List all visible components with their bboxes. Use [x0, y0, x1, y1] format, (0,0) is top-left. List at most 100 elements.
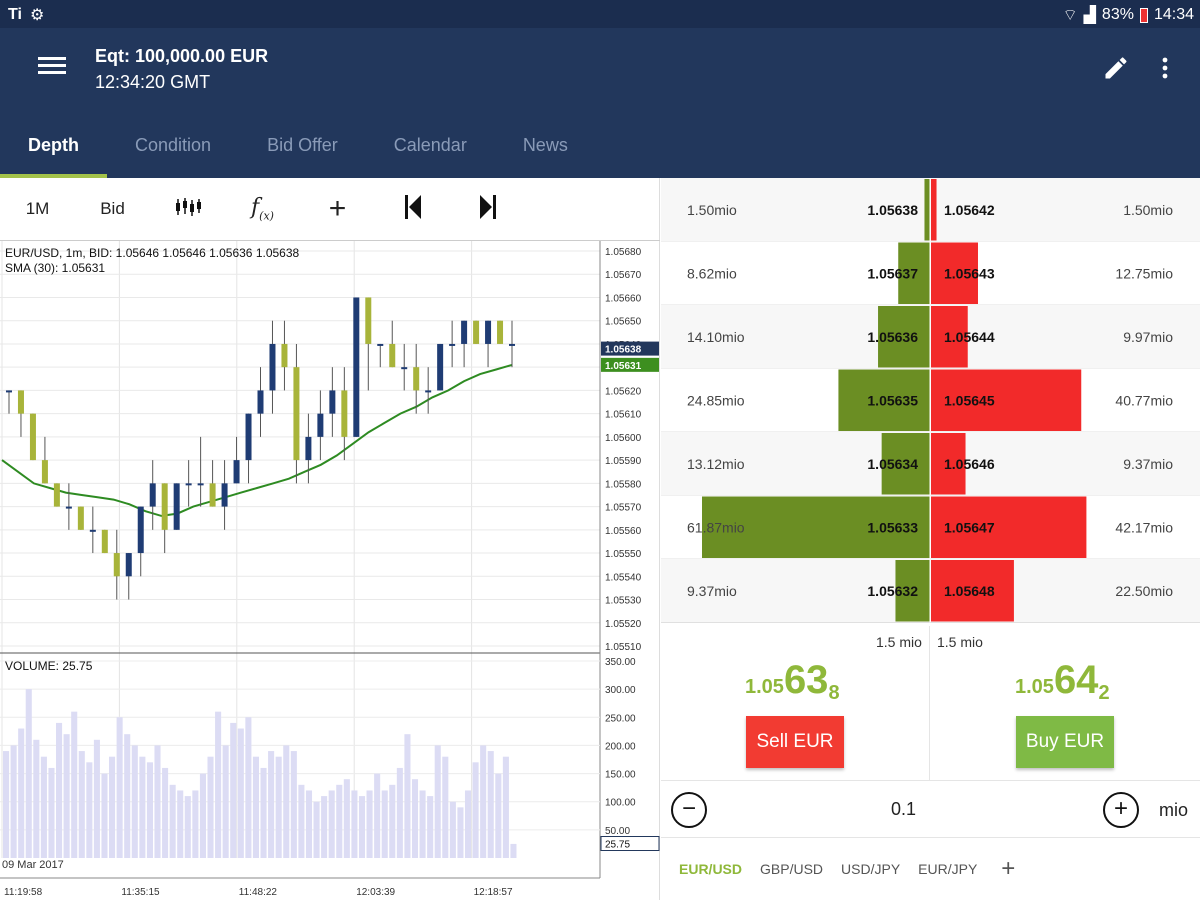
- volume-bar: [33, 739, 40, 858]
- ask-qty: 42.17mio: [1115, 519, 1173, 535]
- pair-eurjpy[interactable]: EUR/JPY: [918, 861, 978, 877]
- battery-label: 83%: [1101, 6, 1134, 23]
- candle: [161, 483, 168, 554]
- time-tick-label: 11:48:22: [239, 887, 278, 898]
- bid-qty: 9.37mio: [687, 583, 737, 599]
- volume-current-tag: [600, 836, 660, 852]
- volume-bar: [207, 756, 214, 858]
- menu-icon[interactable]: [38, 54, 66, 78]
- volume-bar: [139, 756, 146, 858]
- tab-news[interactable]: News: [522, 134, 568, 155]
- volume-bar: [131, 745, 138, 858]
- candle: [233, 436, 240, 484]
- price-type-button[interactable]: Bid: [100, 199, 125, 218]
- bid-qty: 24.85mio: [687, 392, 745, 408]
- price-tick-label: 1.05570: [605, 503, 642, 514]
- tab-condition[interactable]: Condition: [135, 134, 212, 155]
- candle: [497, 320, 504, 344]
- equity-label: Eqt: 100,000.00 EUR: [95, 46, 269, 66]
- candle: [389, 320, 396, 368]
- volume-bar: [154, 745, 161, 858]
- timeframe-button[interactable]: 1M: [25, 199, 50, 218]
- carrier-label: Ti: [8, 6, 22, 23]
- volume-bar: [215, 711, 222, 858]
- more-vert-icon[interactable]: [1160, 54, 1170, 82]
- sell-button[interactable]: Sell EUR: [746, 716, 844, 768]
- candle: [449, 320, 456, 368]
- sell-price-tiny: 8: [828, 682, 840, 704]
- volume-bar: [169, 784, 176, 858]
- tab-depth[interactable]: Depth: [0, 112, 107, 178]
- pair-usdjpy[interactable]: USD/JPY: [841, 861, 901, 877]
- ask-bar: [931, 179, 937, 241]
- volume-bar: [464, 790, 472, 858]
- candle: [245, 413, 252, 484]
- edit-icon[interactable]: [1102, 54, 1130, 82]
- time-tick-label: 12:18:57: [474, 887, 513, 898]
- ask-bar: [931, 496, 1087, 558]
- status-bar: Ti ⚙ ⌔ ▟ 83% 14:34: [0, 0, 1200, 28]
- volume-bar: [260, 767, 267, 858]
- candle: [341, 367, 348, 461]
- tab-bid-offer[interactable]: Bid Offer: [267, 134, 338, 155]
- candle: [173, 483, 180, 530]
- sell-price-big: 63: [783, 658, 829, 702]
- ask-price: 1.05645: [944, 392, 995, 408]
- minus-icon[interactable]: −: [671, 792, 707, 828]
- volume-bar: [389, 784, 396, 858]
- volume-bars: [3, 689, 517, 858]
- volume-bar: [502, 756, 509, 858]
- candle: [41, 436, 48, 484]
- candle: [149, 460, 156, 530]
- jump-start-icon[interactable]: [375, 194, 450, 225]
- volume-bar: [192, 790, 199, 858]
- candle: [269, 320, 276, 414]
- crosshair-icon[interactable]: +: [328, 192, 347, 225]
- depth-ladder: 1.50mio 1.05638 1.05642 1.50mio 8.62mio 1.056…: [661, 178, 1200, 623]
- buy-button[interactable]: Buy EUR: [1016, 716, 1114, 768]
- bid-qty: 13.12mio: [687, 456, 745, 472]
- time-tick-label: 11:35:15: [121, 887, 160, 898]
- candle: [485, 320, 492, 368]
- plus-icon[interactable]: +: [1103, 792, 1139, 828]
- candlestick-icon[interactable]: [150, 197, 225, 222]
- candles: [5, 297, 516, 600]
- bid-bar: [702, 496, 930, 558]
- server-time: 12:34:20 GMT: [95, 72, 211, 92]
- volume-bar: [343, 779, 350, 858]
- time-tick-label: 11:19:58: [4, 887, 43, 898]
- ask-qty: 40.77mio: [1115, 392, 1173, 408]
- volume-bar: [93, 739, 100, 858]
- volume-tick-label: 200.00: [605, 741, 636, 752]
- pair-gbpusd[interactable]: GBP/USD: [760, 861, 824, 877]
- price-tick-label: 1.05670: [605, 270, 642, 281]
- quantity-value[interactable]: 0.1: [891, 799, 917, 819]
- ask-bar: [931, 369, 1082, 431]
- candle: [65, 483, 72, 530]
- function-icon[interactable]: f(x): [251, 195, 274, 223]
- add-pair-icon[interactable]: +: [1001, 855, 1016, 882]
- candle: [185, 460, 192, 507]
- price-tick-label: 1.05560: [605, 526, 642, 537]
- volume-bar: [56, 722, 63, 858]
- tab-calendar[interactable]: Calendar: [393, 134, 467, 155]
- price-tick-label: 1.05550: [605, 549, 642, 560]
- price-tag: [601, 357, 659, 372]
- price-tick-label: 1.05680: [605, 247, 642, 258]
- candle: [473, 320, 480, 344]
- app-bar: Eqt: 100,000.00 EUR 12:34:20 GMT Depth C…: [0, 28, 1200, 178]
- volume-bar: [442, 756, 449, 858]
- ask-qty: 22.50mio: [1115, 583, 1173, 599]
- volume-bar: [351, 790, 358, 858]
- volume-bar: [487, 751, 494, 858]
- ask-price: 1.05643: [944, 265, 995, 281]
- jump-end-icon[interactable]: [450, 194, 525, 225]
- volume-bar: [222, 745, 229, 858]
- pair-eurusd[interactable]: EUR/USD: [679, 861, 743, 877]
- price-tag-label: 1.05631: [605, 361, 642, 372]
- volume-bar: [283, 745, 290, 858]
- bid-price: 1.05634: [867, 456, 918, 472]
- candle: [113, 529, 120, 600]
- price-chart[interactable]: 1.056801.056701.056601.056501.056401.056…: [0, 241, 660, 900]
- depth-pane: 1.50mio 1.05638 1.05642 1.50mio 8.62mio 1.056…: [661, 178, 1200, 900]
